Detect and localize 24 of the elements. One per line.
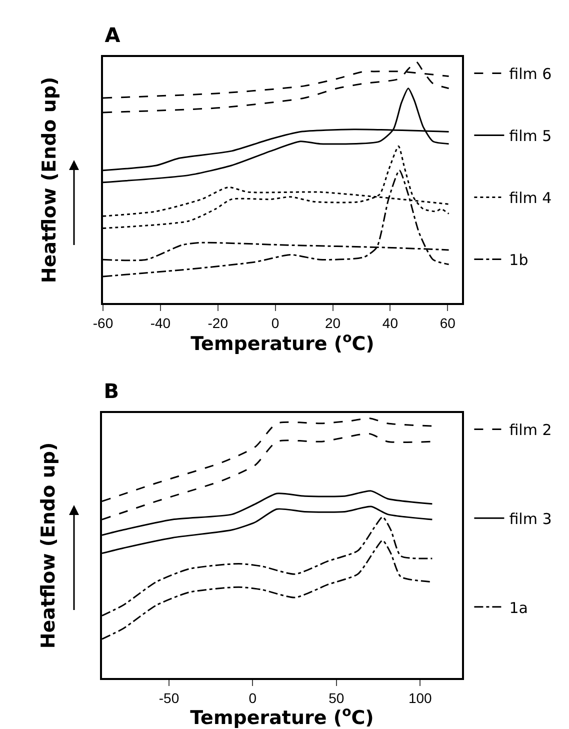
y-axis-title: Heatflow (Endo up)	[38, 76, 60, 284]
x-tick-label: 0	[271, 314, 280, 331]
chart-title: B	[104, 379, 120, 403]
legend-label: 1b	[509, 251, 528, 270]
legend-label: film 5	[509, 127, 552, 146]
legend-label: film 3	[509, 510, 552, 528]
x-tick-label: 40	[382, 314, 398, 331]
x-tick-label: -50	[158, 690, 180, 706]
x-axis-title: Temperature ($^{o}$C)	[190, 705, 374, 729]
chart-title: A	[104, 23, 121, 47]
x-tick-label: -20	[208, 314, 228, 331]
x-tick-label: 60	[440, 314, 456, 331]
x-tick-label: -40	[150, 314, 171, 331]
legend-label: film 6	[509, 65, 552, 84]
x-tick-label: 20	[324, 314, 341, 331]
y-axis-title: Heatflow (Endo up)	[37, 442, 60, 649]
legend-label: film 4	[509, 189, 552, 208]
x-axis-title: Temperature ($^{o}$C)	[190, 330, 374, 355]
x-tick-label: 50	[328, 690, 344, 706]
x-tick-label: 100	[408, 690, 432, 706]
legend-label: film 2	[509, 421, 552, 440]
legend-label: 1a	[509, 598, 528, 617]
x-tick-label: 0	[248, 690, 257, 706]
x-tick-label: -60	[92, 314, 114, 331]
